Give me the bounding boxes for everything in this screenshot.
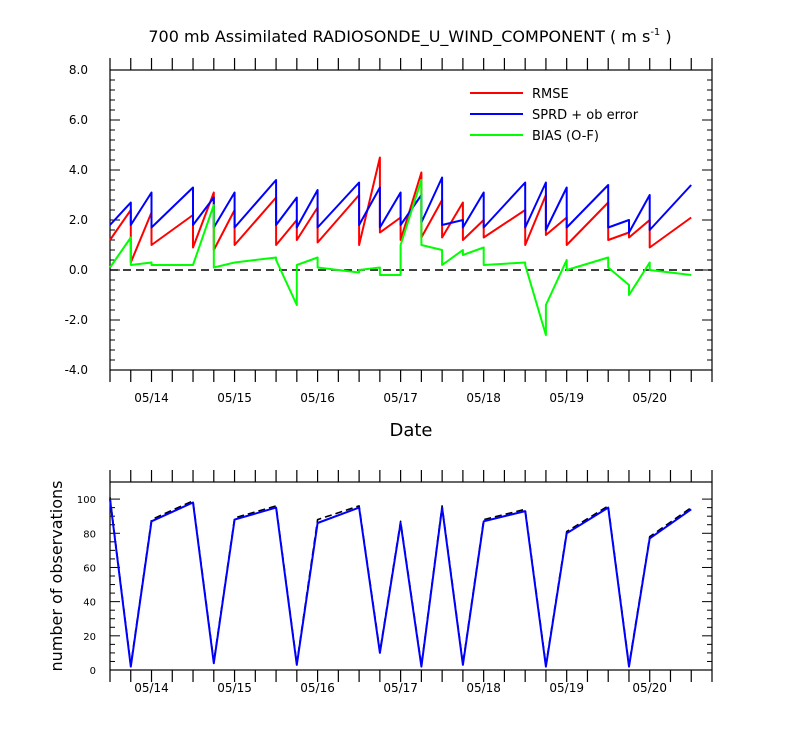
y-tick-label: 80 <box>83 529 96 540</box>
x-tick-label: 05/15 <box>217 391 252 405</box>
x-tick-label: 05/15 <box>217 681 252 695</box>
chart-title: 700 mb Assimilated RADIOSONDE_U_WIND_COM… <box>148 27 671 47</box>
legend-label: SPRD + ob error <box>532 108 639 123</box>
legend: RMSE SPRD + ob error BIAS (O-F) <box>470 87 639 144</box>
series-line-sprd-ob-error <box>109 176 692 234</box>
x-tick-label: 05/17 <box>383 391 418 405</box>
x-tick-label: 05/19 <box>549 681 584 695</box>
y-tick-label: 0 <box>90 666 96 677</box>
bottom-series-group <box>109 497 692 668</box>
x-tick-label: 05/18 <box>466 681 501 695</box>
series-line-bias-o-f <box>109 179 692 336</box>
x-tick-label: 05/20 <box>632 391 667 405</box>
y-tick-label: 100 <box>77 495 96 506</box>
x-tick-label: 05/14 <box>134 681 169 695</box>
bottom-plot-frame <box>109 481 713 671</box>
top-x-axis-label: Date <box>389 420 432 441</box>
top-panel: 8.06.04.02.00.0-2.0-4.0 05/14 05/15 05/16 0… <box>65 58 713 441</box>
chart-title-end: ) <box>660 27 671 46</box>
y-tick-label: 8.0 <box>69 63 88 77</box>
chart-title-main: 700 mb Assimilated RADIOSONDE_U_WIND_COM… <box>148 27 650 47</box>
y-tick-label: 2.0 <box>69 213 88 227</box>
x-tick-label: 05/17 <box>383 681 418 695</box>
x-tick-label: 05/16 <box>300 681 335 695</box>
x-tick-label: 05/14 <box>134 391 169 405</box>
x-tick-label: 05/18 <box>466 391 501 405</box>
y-tick-label: 40 <box>83 598 96 609</box>
bottom-x-axis: 05/14 05/15 05/16 05/17 05/18 05/19 05/20 <box>109 470 713 695</box>
y-tick-label: 0.0 <box>69 263 88 277</box>
y-tick-label: 20 <box>83 632 96 643</box>
y-tick-label: -4.0 <box>65 363 88 377</box>
chart-title-superscript: -1 <box>650 27 660 38</box>
bottom-y-axis-label: number of observations <box>47 481 66 672</box>
x-tick-label: 05/16 <box>300 391 335 405</box>
series-line-series-1 <box>109 498 692 668</box>
top-x-axis: 05/14 05/15 05/16 05/17 05/18 05/19 05/20 <box>109 58 713 405</box>
series-line-series-0 <box>109 497 692 666</box>
y-tick-label: 6.0 <box>69 113 88 127</box>
x-tick-label: 05/19 <box>549 391 584 405</box>
x-tick-label: 05/20 <box>632 681 667 695</box>
y-tick-label: 60 <box>83 563 96 574</box>
legend-label: BIAS (O-F) <box>532 129 599 144</box>
top-series-group <box>109 156 692 336</box>
top-y-axis: 8.0 6.0 4.0 2.0 0.0 -2.0 -4.0 <box>65 63 712 377</box>
bottom-y-axis: 0 20 40 60 80 100 <box>77 495 712 677</box>
y-tick-label: 4.0 <box>69 163 88 177</box>
y-tick-label: -2.0 <box>65 313 88 327</box>
legend-label: RMSE <box>532 87 569 102</box>
